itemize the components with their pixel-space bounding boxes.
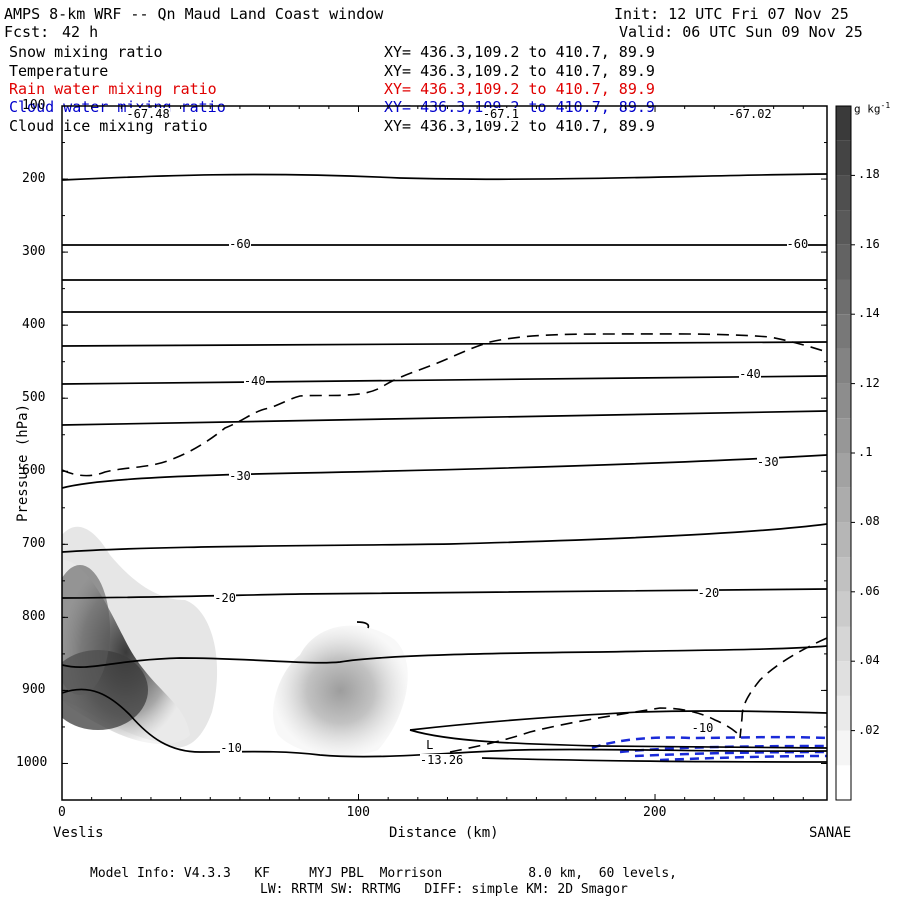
colorbar-swatch <box>836 765 851 800</box>
field-name: Rain water mixing ratio <box>9 80 217 98</box>
field-xy: XY= 436.3,109.2 to 410.7, 89.9 <box>384 62 655 80</box>
colorbar-swatch <box>836 661 851 696</box>
forecast-label: Fcst: <box>4 23 50 41</box>
isotherm-label: -67.1 <box>482 106 519 121</box>
field-name: Cloud water mixing ratio <box>9 98 226 116</box>
x-tick-label: 100 <box>346 805 370 820</box>
colorbar-swatch <box>836 557 851 592</box>
field-name: Snow mixing ratio <box>9 43 163 61</box>
field-name: Cloud ice mixing ratio <box>9 117 208 135</box>
left-endpoint: Veslis <box>53 825 104 841</box>
low-marker: L <box>426 737 434 752</box>
y-tick-label: 300 <box>22 244 46 260</box>
colorbar-swatch <box>836 591 851 627</box>
colorbar-swatch <box>836 418 851 453</box>
field-xy: XY= 436.3,109.2 to 410.7, 89.9 <box>384 98 655 116</box>
y-axis-label: Pressure (hPa) <box>15 403 32 523</box>
y-tick-label: 800 <box>22 609 46 625</box>
colorbar-tick-label: .14 <box>858 306 880 321</box>
cloud-water-contours <box>591 735 827 762</box>
valid-time: Valid: 06 UTC Sun 09 Nov 25 <box>619 23 863 41</box>
y-tick-label: 900 <box>22 682 46 698</box>
isotherm-label: -20 <box>214 591 236 606</box>
isotherm-label: -60 <box>786 236 809 251</box>
plot-frame <box>61 105 828 801</box>
field-xy: XY= 436.3,109.2 to 410.7, 89.9 <box>384 117 655 135</box>
colorbar-swatch <box>836 244 851 280</box>
isotherm-label: -10 <box>691 721 714 736</box>
colorbar-swatch <box>836 314 851 349</box>
isotherm-label: -67.02 <box>728 106 772 121</box>
y-tick-label: 200 <box>22 171 46 187</box>
cloud-ice-contour-right <box>739 637 827 739</box>
isotherm-label: -67.48 <box>126 106 170 121</box>
snow-shading-left-mid <box>62 565 110 695</box>
colorbar-tick-label: .08 <box>858 514 880 529</box>
field-xy: XY= 436.3,109.2 to 410.7, 89.9 <box>384 80 655 98</box>
colorbar-tick-label: .02 <box>858 722 880 737</box>
y-tick-label: 600 <box>22 463 46 479</box>
cloud-ice-contour <box>62 333 827 477</box>
colorbar-swatch <box>836 175 851 211</box>
colorbar-swatch <box>836 730 851 766</box>
isotherm-label: -10 <box>220 740 242 755</box>
isotherm-label: -30 <box>756 455 779 470</box>
y-axis-ticks <box>62 105 827 801</box>
colorbar-tick-label: .18 <box>858 167 880 182</box>
colorbar <box>835 105 855 801</box>
x-axis-label: Distance (km) <box>389 825 499 841</box>
colorbar-swatch <box>836 140 851 176</box>
model-info-2: LW: RRTM SW: RRTMG DIFF: simple KM: 2D S… <box>260 882 628 897</box>
colorbar-swatch <box>836 383 851 419</box>
colorbar-swatch <box>836 279 851 315</box>
colorbar-tick-label: .1 <box>858 445 873 459</box>
y-tick-label: 1000 <box>16 755 48 771</box>
x-tick-label: 0 <box>58 805 66 820</box>
colorbar-swatch <box>836 695 851 731</box>
isotherm-label: -60 <box>229 236 251 251</box>
colorbar-swatch <box>836 487 851 523</box>
colorbar-swatch <box>836 348 851 384</box>
y-tick-label: 700 <box>22 536 46 552</box>
colorbar-tick-label: .12 <box>858 375 880 390</box>
isotherm-label: -20 <box>697 585 720 600</box>
isotherm-label: -13.26 <box>419 752 464 767</box>
field-xy: XY= 436.3,109.2 to 410.7, 89.9 <box>384 43 655 61</box>
colorbar-swatch <box>836 522 851 558</box>
colorbar-unit: g kg-1 <box>854 101 891 116</box>
model-info: Model Info: V4.3.3 KF MYJ PBL Morrison 8… <box>90 866 677 881</box>
init-time: Init: 12 UTC Fri 07 Nov 25 <box>614 5 849 23</box>
snow-shading-center <box>273 625 408 756</box>
colorbar-swatch <box>836 106 851 141</box>
x-tick-label: 200 <box>643 805 667 820</box>
isotherm-label: -30 <box>229 469 251 484</box>
colorbar-tick-label: .16 <box>858 236 880 251</box>
y-tick-label: 400 <box>22 317 46 333</box>
colorbar-swatch <box>836 626 851 662</box>
y-tick-label: 100 <box>22 98 46 113</box>
colorbar-tick-label: .04 <box>858 653 880 668</box>
colorbar-tick-label: .06 <box>858 583 880 598</box>
y-tick-label: 500 <box>22 390 46 406</box>
right-endpoint: SANAE <box>809 825 852 841</box>
isotherm-label: -40 <box>739 366 761 381</box>
field-name: Temperature <box>9 62 109 80</box>
colorbar-swatch <box>836 453 851 488</box>
forecast-hours: 42 h <box>62 23 99 41</box>
isotherm-label: -40 <box>243 374 266 389</box>
colorbar-swatch <box>836 210 851 245</box>
chart-title: AMPS 8-km WRF -- Qn Maud Land Coast wind… <box>4 5 384 23</box>
